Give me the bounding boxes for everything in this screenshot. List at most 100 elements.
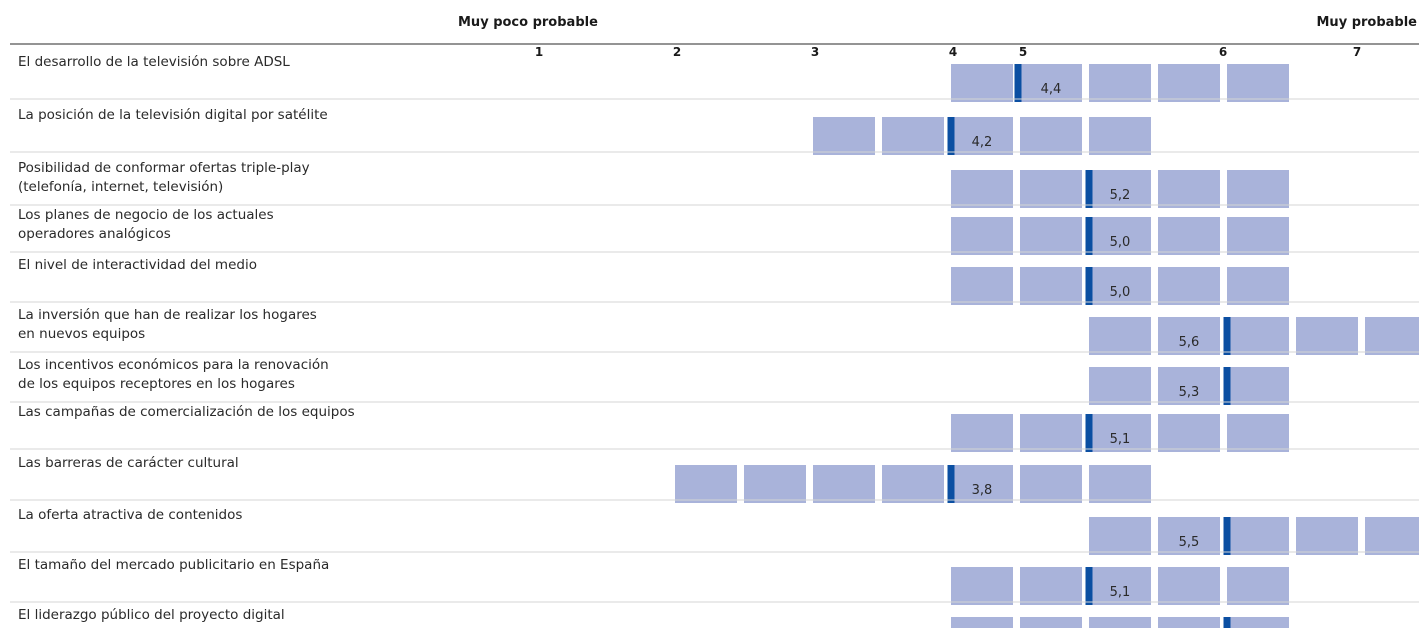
range-box (1089, 465, 1151, 503)
median-marker (1223, 517, 1231, 555)
row-label: Las campañas de comercialización de los … (18, 404, 355, 420)
range-box (1089, 367, 1151, 405)
range-box (951, 567, 1013, 605)
range-box (1227, 567, 1289, 605)
median-marker (1223, 367, 1231, 405)
chart-row: Posibilidad de conformar ofertas triple-… (10, 160, 1419, 208)
row-label: La posición de la televisión digital por… (18, 107, 328, 123)
value-label: 5,0 (1110, 285, 1131, 300)
range-box (1158, 617, 1220, 628)
range-box (1158, 217, 1220, 255)
range-box (1158, 317, 1220, 355)
range-box (1227, 517, 1289, 555)
row-label: El nivel de interactividad del medio (18, 257, 257, 273)
value-label: 3,8 (972, 483, 993, 498)
chart-row: La inversión que han de realizar los hog… (10, 307, 1419, 355)
range-box (1158, 170, 1220, 208)
range-box (1089, 317, 1151, 355)
chart-rows: El desarrollo de la televisión sobre ADS… (10, 54, 1419, 628)
chart-row: El nivel de interactividad del medio 5,0 (10, 257, 1419, 305)
range-box (813, 117, 875, 155)
row-label: Los planes de negocio de los actuales (18, 207, 274, 223)
range-box (1089, 217, 1151, 255)
chart-row: Las barreras de carácter cultural 3,8 (10, 455, 1419, 503)
range-box (1158, 267, 1220, 305)
value-label: 5,6 (1179, 335, 1200, 350)
range-box (1089, 64, 1151, 102)
value-label: 5,3 (1179, 385, 1200, 400)
range-box (1227, 64, 1289, 102)
chart-row: Las campañas de comercialización de los … (10, 404, 1419, 452)
scale-tick-2: 2 (673, 45, 681, 59)
range-box (951, 465, 1013, 503)
range-box (1020, 617, 1082, 628)
range-box (1365, 317, 1419, 355)
scale-tick-7: 7 (1353, 45, 1361, 59)
row-label: El tamaño del mercado publicitario en Es… (18, 557, 329, 573)
range-box (951, 217, 1013, 255)
median-marker (1085, 267, 1093, 305)
median-marker (1085, 567, 1093, 605)
row-label: La oferta atractiva de contenidos (18, 507, 242, 523)
range-box (1227, 414, 1289, 452)
range-box (1227, 170, 1289, 208)
range-box (1089, 567, 1151, 605)
scale-tick-3: 3 (811, 45, 819, 59)
row-label: Los incentivos económicos para la renova… (18, 357, 329, 373)
range-box (1158, 567, 1220, 605)
row-label: operadores analógicos (18, 226, 171, 242)
range-box (951, 267, 1013, 305)
scale-tick-6: 6 (1219, 45, 1227, 59)
range-box (1020, 217, 1082, 255)
median-marker (1085, 217, 1093, 255)
range-box (1089, 517, 1151, 555)
value-label: 4,2 (972, 135, 993, 150)
range-box (1227, 367, 1289, 405)
range-box (951, 617, 1013, 628)
median-marker (1014, 64, 1022, 102)
chart-row: La posición de la televisión digital por… (10, 107, 1419, 155)
range-box (1089, 170, 1151, 208)
chart-row: La oferta atractiva de contenidos 5,5 (10, 507, 1419, 555)
row-label: Las barreras de carácter cultural (18, 455, 239, 471)
scale-low-label: Muy poco probable (458, 15, 598, 30)
scale-high-label: Muy probable (1317, 15, 1418, 30)
median-marker (1223, 317, 1231, 355)
range-box (1020, 267, 1082, 305)
row-label: Posibilidad de conformar ofertas triple-… (18, 160, 310, 176)
chart-row: Los planes de negocio de los actuales ope… (10, 207, 1419, 255)
range-box (1089, 414, 1151, 452)
range-box (1020, 117, 1082, 155)
row-label: en nuevos equipos (18, 326, 145, 342)
value-label: 5,1 (1110, 432, 1131, 447)
range-box (813, 465, 875, 503)
range-box (1020, 64, 1082, 102)
median-marker (947, 465, 955, 503)
row-label: La inversión que han de realizar los hog… (18, 307, 317, 323)
scale-tick-5: 5 (1019, 45, 1027, 59)
median-marker (947, 117, 955, 155)
range-box (1158, 64, 1220, 102)
value-label: 4,4 (1041, 82, 1062, 97)
row-label: de los equipos receptores en los hogares (18, 376, 295, 392)
scale-ticks: 1 2 3 4 5 6 7 (535, 45, 1361, 59)
range-box (951, 117, 1013, 155)
range-box (1365, 517, 1419, 555)
chart-row: Los incentivos económicos para la renova… (10, 357, 1419, 405)
median-marker (1223, 617, 1231, 628)
chart-row: El desarrollo de la televisión sobre ADS… (10, 54, 1419, 102)
chart-row: El tamaño del mercado publicitario en Es… (10, 557, 1419, 605)
row-label: El desarrollo de la televisión sobre ADS… (18, 54, 290, 70)
scale-tick-4: 4 (949, 45, 957, 59)
range-box (1020, 465, 1082, 503)
value-label: 5,1 (1110, 585, 1131, 600)
value-label: 5,5 (1179, 535, 1200, 550)
range-box (1296, 317, 1358, 355)
median-marker (1085, 170, 1093, 208)
value-label: 5,2 (1110, 188, 1131, 203)
range-box (951, 414, 1013, 452)
range-box (744, 465, 806, 503)
range-box (1020, 414, 1082, 452)
range-box (951, 170, 1013, 208)
